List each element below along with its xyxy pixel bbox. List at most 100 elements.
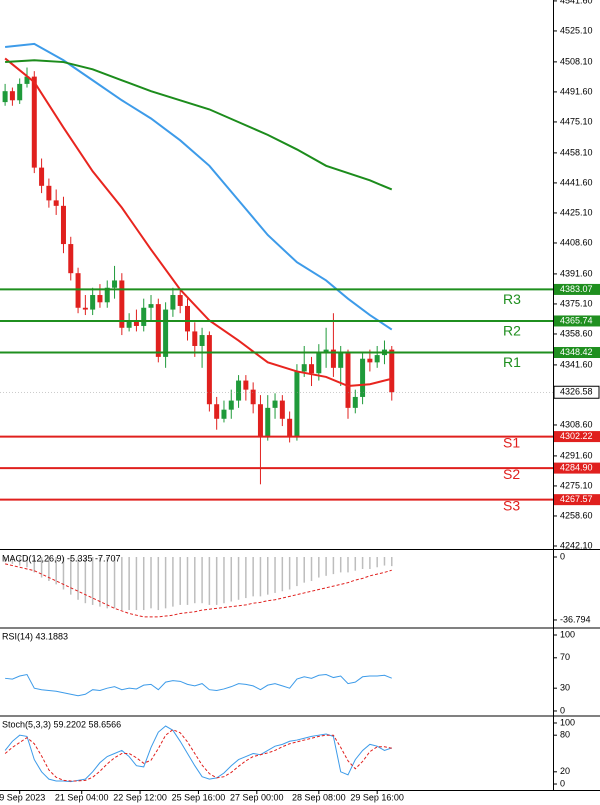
x-tick-label: 25 Sep 16:00 [172,792,226,802]
candle-body [199,335,205,346]
candle-body [352,396,358,408]
moving-average [5,42,393,331]
y-tick-label: 4441.60 [560,177,593,187]
y-tick-label: 0 [560,778,565,788]
y-tick-label: 70 [560,652,570,662]
candle-body [163,309,169,357]
candle-body [112,280,118,288]
level-price-label: 4365.74 [560,315,593,325]
candle-body [236,380,242,401]
macd-panel [4,556,393,618]
level-price-box [554,283,600,295]
candle-body [367,358,373,363]
x-tick-label: 19 Sep 2023 [0,792,45,802]
candle-body [214,404,220,419]
level-name: S2 [503,466,520,482]
y-tick-label: 4425.10 [560,207,593,217]
level-price-box [554,346,600,358]
y-tick-label: 4458.10 [560,147,593,157]
candle-body [68,244,74,274]
x-tick-label: 27 Sep 00:00 [230,792,284,802]
level-name: S1 [503,434,520,450]
level-name: R1 [503,354,521,370]
y-tick-label: 0 [560,705,565,715]
candle-body [141,307,147,326]
candle-body [294,371,300,437]
level-price-box [554,462,600,474]
level-price-label: 4348.42 [560,347,593,357]
candle-body [374,355,380,363]
level-price-box [554,315,600,327]
candle-body [389,349,395,393]
panel-title: MACD(12,26,9) -5.335 -7.707 [2,553,121,563]
panel-title: Stoch(5,3,3) 59.2202 58.6566 [2,719,121,729]
y-tick-label: 20 [560,766,570,776]
level-name: R3 [503,291,521,307]
candle-body [31,76,37,168]
level-price-box [554,431,600,443]
y-tick-label: 4308.60 [560,419,593,429]
y-tick-label: 4408.60 [560,237,593,247]
x-tick-label: 28 Sep 08:00 [292,792,346,802]
candle-body [206,335,212,405]
level-price-box [554,494,600,506]
candle-body [309,364,315,374]
candle-body [243,380,249,390]
level-price-label: 4302.22 [560,431,593,441]
signal-line [4,563,392,618]
level-name: R2 [503,323,521,339]
candle-body [228,400,234,410]
level-price-label: 4284.90 [560,462,593,472]
candle-body [2,91,8,103]
y-tick-label: 4242.10 [560,540,593,550]
rsi-panel [5,673,392,697]
indicator-line [4,729,392,782]
level-price-label: 4267.57 [560,494,593,504]
price-panel [0,42,553,501]
y-tick-label: 0 [560,551,565,561]
candle-body [39,167,45,186]
candle-body [9,91,15,101]
candle-body [345,353,351,408]
candle-body [257,404,263,437]
candle-body [104,287,110,303]
candle-body [221,409,227,419]
last-price-box [553,385,600,399]
x-tick-label: 21 Sep 04:00 [55,792,109,802]
y-tick-label: 4291.60 [560,450,593,460]
y-tick-label: 80 [560,730,570,740]
level-name: S3 [503,497,520,513]
candle-body [90,295,96,310]
candle-body [97,295,103,303]
y-tick-label: 4258.60 [560,510,593,520]
y-tick-label: 4525.10 [560,25,593,35]
level-price-label: 4383.07 [560,284,593,294]
candle-body [155,304,161,357]
panel-title: RSI(14) 43.1883 [2,631,68,641]
y-tick-label: 4391.60 [560,268,593,278]
y-tick-label: -36.794 [560,614,591,624]
indicator-line [4,725,392,783]
y-tick-label: 4475.10 [560,116,593,126]
last-price-label: 4326.58 [560,387,593,397]
x-tick-label: 29 Sep 16:00 [350,792,404,802]
moving-average [5,59,393,191]
candle-body [316,353,322,374]
y-tick-label: 4275.10 [560,480,593,490]
candle-body [192,331,198,346]
candle-body [75,273,81,308]
stoch-panel [4,725,392,783]
candle-body [301,364,307,372]
candle-body [323,349,329,354]
y-tick-label: 4358.60 [560,328,593,338]
y-tick-label: 4341.60 [560,359,593,369]
candle-body [265,407,271,437]
candle-body [46,185,52,201]
y-tick-label: 4508.10 [560,56,593,66]
candle-body [177,295,183,306]
x-tick-label: 22 Sep 12:00 [113,792,167,802]
candle-body [53,200,59,206]
candle-body [279,400,285,419]
